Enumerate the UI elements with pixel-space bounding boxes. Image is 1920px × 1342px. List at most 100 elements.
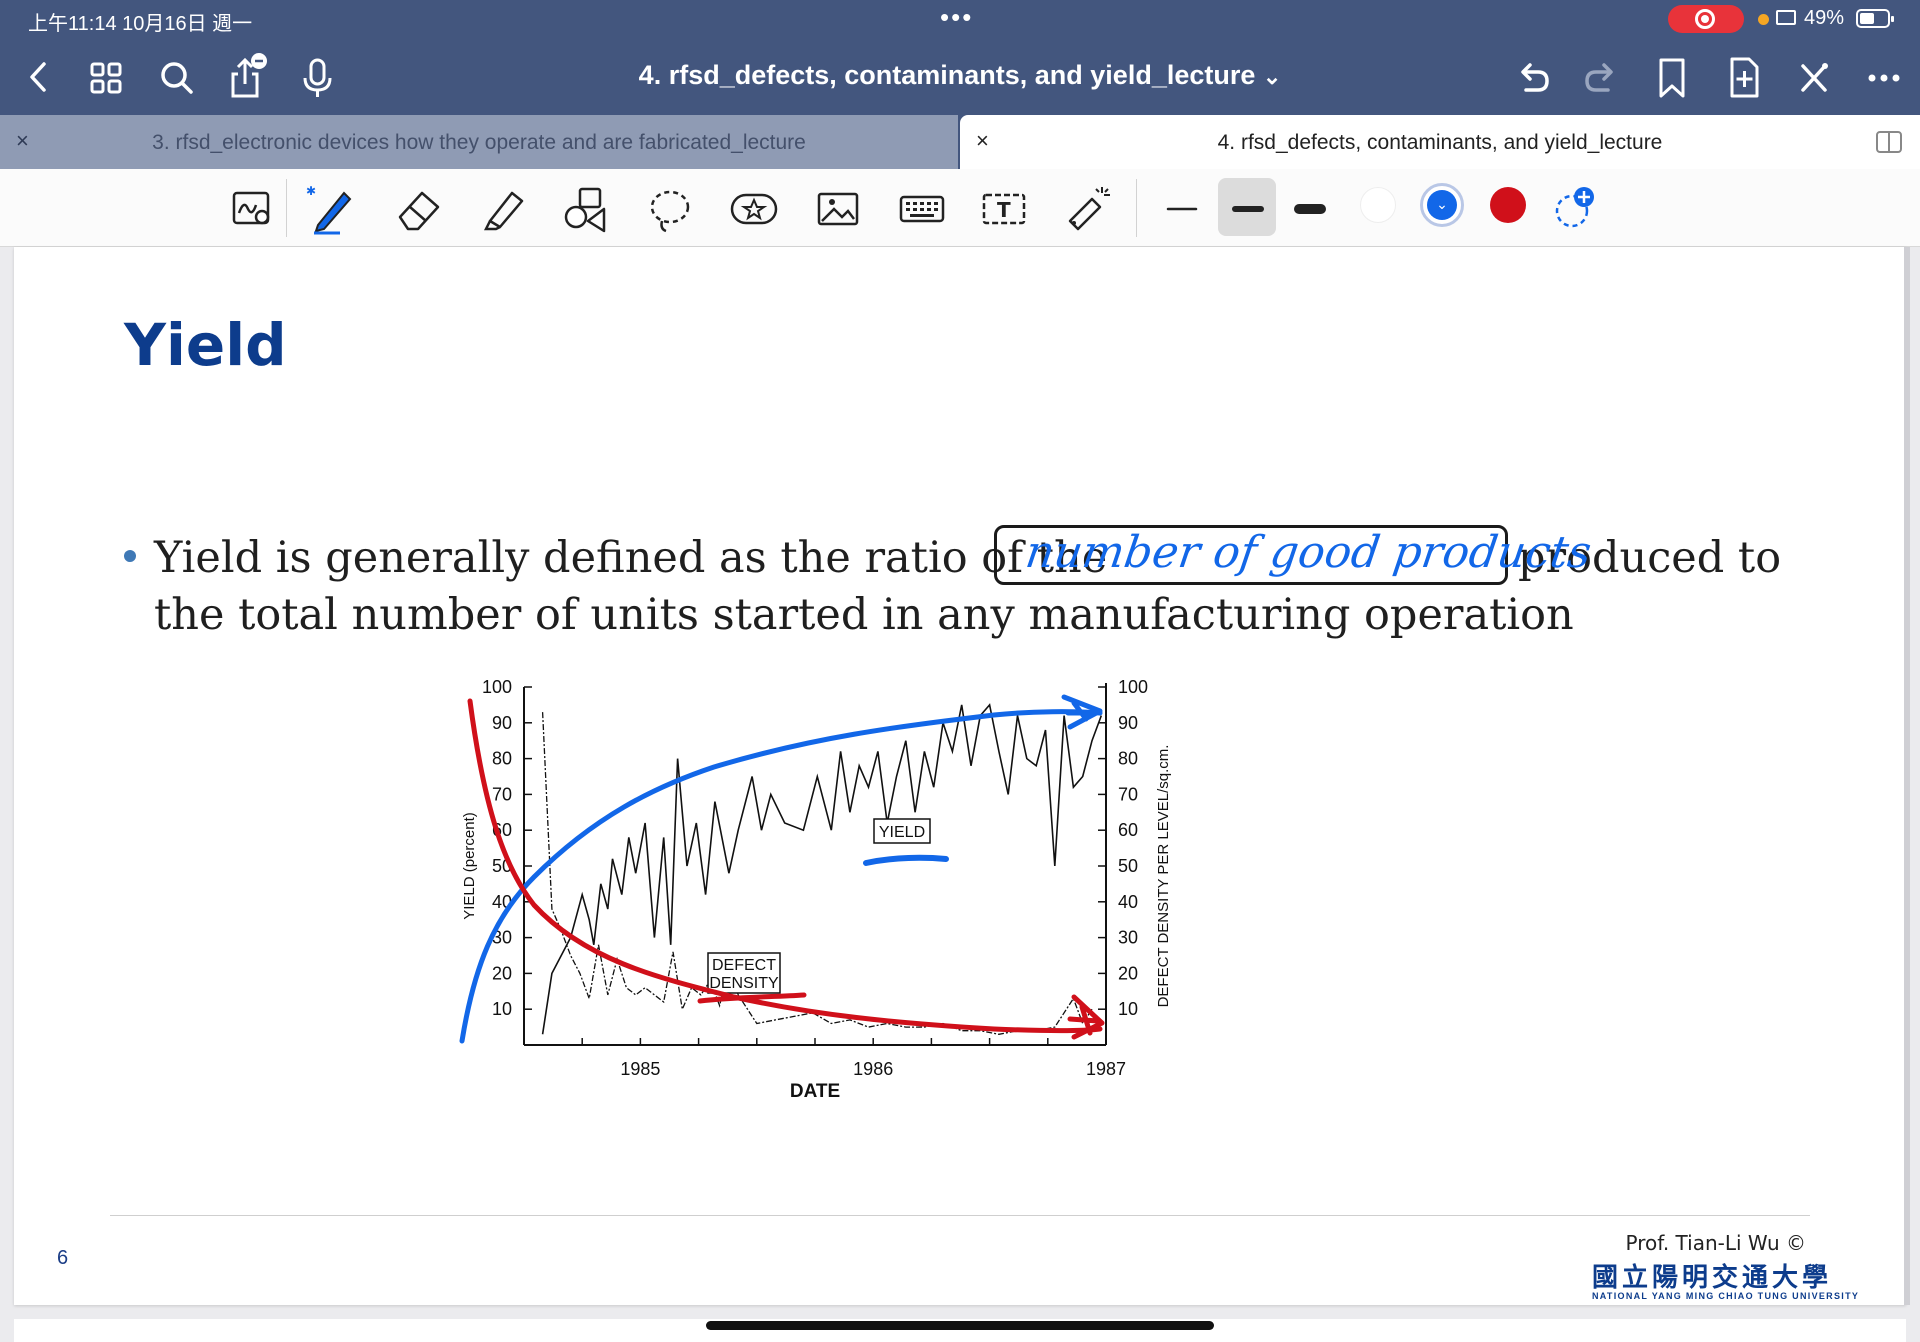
yield-series-line <box>541 703 1103 1035</box>
bullet-text-line2: the total number of units started in any… <box>154 590 1574 640</box>
highlighter-icon[interactable] <box>476 181 532 237</box>
y-axis-label-left: YIELD (percent) <box>461 812 478 920</box>
title-chevron-down-icon[interactable]: ⌄ <box>1262 64 1282 89</box>
microphone-icon[interactable] <box>296 52 340 102</box>
handwritten-annotation[interactable]: number of good products <box>1022 527 1595 578</box>
y-tick-label-right: 100 <box>1118 677 1148 697</box>
home-indicator[interactable] <box>706 1321 1214 1330</box>
screen-mirror-icon <box>1776 10 1796 25</box>
more-options-icon[interactable] <box>1862 52 1906 102</box>
medium-stroke-icon[interactable] <box>1220 181 1276 237</box>
red-ink-arrowhead <box>1067 994 1105 1040</box>
text-box-icon[interactable]: T <box>976 181 1032 237</box>
x-axis-label: DATE <box>790 1081 840 1102</box>
grid-view-icon[interactable] <box>84 52 128 102</box>
y-tick-label-left: 80 <box>492 749 512 769</box>
y-tick-label-left: 100 <box>482 677 512 697</box>
defect-density-label-line2: DENSITY <box>709 975 779 992</box>
y-tick-label-right: 90 <box>1118 713 1138 733</box>
bullet-dot <box>124 550 136 562</box>
vertical-scrollbar[interactable] <box>1904 247 1910 1305</box>
tab-current-document[interactable]: × 4. rfsd_defects, contaminants, and yie… <box>960 115 1920 169</box>
x-tick-label: 1985 <box>620 1059 660 1079</box>
y-tick-label-right: 10 <box>1118 999 1138 1019</box>
screen-record-icon[interactable] <box>1668 5 1744 33</box>
page-number: 6 <box>57 1247 69 1269</box>
back-chevron-icon[interactable] <box>18 52 62 102</box>
y-axis-label-right: DEFECT DENSITY PER LEVEL/sq.cm. <box>1155 745 1172 1008</box>
blue-ink-yield-curve <box>459 709 1103 1044</box>
y-tick-label-left: 10 <box>492 999 512 1019</box>
sticker-icon[interactable] <box>726 181 782 237</box>
share-icon[interactable] <box>224 52 268 102</box>
yield-chart: 10 10 20 20 30 30 40 40 50 50 60 60 70 70 80 80 90 90 100 1… <box>434 667 1454 1102</box>
top-bar: 上午11:14 10月16日 週一 ••• 49% 4. rfsd_defect… <box>0 0 1920 115</box>
shapes-icon[interactable] <box>558 181 614 237</box>
thin-stroke-icon[interactable] <box>1154 181 1210 237</box>
yield-label: YIELD <box>879 824 925 841</box>
defect-density-label-line1: DEFECT <box>712 957 776 974</box>
status-bar: 上午11:14 10月16日 週一 ••• 49% <box>0 0 1920 36</box>
document-tabs: × 3. rfsd_electronic devices how they op… <box>0 115 1920 169</box>
next-pdf-page[interactable] <box>14 1319 1906 1342</box>
y-tick-label-right: 20 <box>1118 963 1138 983</box>
university-logo-en: NATIONAL YANG MING CHIAO TUNG UNIVERSITY <box>1592 1291 1860 1301</box>
redo-icon[interactable] <box>1580 52 1624 102</box>
laser-pointer-icon[interactable] <box>1060 181 1116 237</box>
tab-close-icon[interactable]: × <box>976 128 989 153</box>
tab-previous-document[interactable]: × 3. rfsd_electronic devices how they op… <box>0 115 958 169</box>
annotation-toolbar: ✱ T <box>0 169 1920 247</box>
y-tick-label-right: 40 <box>1118 892 1138 912</box>
tab-close-icon[interactable]: × <box>16 128 29 153</box>
split-view-icon[interactable] <box>1876 131 1902 153</box>
y-tick-label-left: 90 <box>492 713 512 733</box>
status-time: 上午11:14 10月16日 週一 <box>28 13 253 35</box>
eraser-icon[interactable] <box>392 181 448 237</box>
add-color-icon[interactable] <box>1546 181 1602 237</box>
blue-ink-underline <box>863 854 949 866</box>
handwritten-box-annotation[interactable] <box>994 525 1508 585</box>
blue-ink-arrowhead <box>1061 694 1103 730</box>
author-credit: Prof. Tian-Li Wu © <box>1625 1231 1807 1255</box>
y-tick-label-right: 80 <box>1118 749 1138 769</box>
close-edit-icon[interactable] <box>1792 52 1836 102</box>
white-color-swatch[interactable] <box>1360 187 1396 223</box>
x-tick-label: 1987 <box>1086 1059 1126 1079</box>
slide-title: Yield <box>124 311 287 379</box>
yield-label-box <box>873 818 931 844</box>
svg-text:✱: ✱ <box>306 184 316 198</box>
multitask-dots[interactable]: ••• <box>940 2 974 32</box>
tab-label[interactable]: 3. rfsd_electronic devices how they oper… <box>152 131 806 154</box>
bullet-text-line1b: produced to <box>1518 533 1782 583</box>
thick-stroke-icon[interactable] <box>1282 181 1338 237</box>
add-page-icon[interactable] <box>1722 52 1766 102</box>
document-canvas[interactable]: Yield Yield is generally defined as the … <box>0 247 1920 1342</box>
battery-icon <box>1856 9 1894 28</box>
x-tick-label: 1986 <box>853 1059 893 1079</box>
document-title[interactable]: 4. rfsd_defects, contaminants, and yield… <box>638 60 1282 90</box>
search-icon[interactable] <box>154 52 198 102</box>
zoom-lasso-icon[interactable] <box>224 181 280 237</box>
bullet-text-line1a: Yield is generally defined as the ratio … <box>154 533 1108 583</box>
y-tick-label-right: 60 <box>1118 820 1138 840</box>
pen-icon[interactable]: ✱ <box>304 181 360 237</box>
pdf-page[interactable]: Yield Yield is generally defined as the … <box>14 247 1906 1305</box>
keyboard-icon[interactable] <box>894 181 950 237</box>
image-icon[interactable] <box>810 181 866 237</box>
battery-percent: 49% <box>1804 7 1845 29</box>
lasso-icon[interactable] <box>642 181 698 237</box>
y-tick-label-left: 30 <box>492 928 512 948</box>
chevron-down-icon: ⌄ <box>1427 190 1457 220</box>
undo-icon[interactable] <box>1510 52 1554 102</box>
bookmark-icon[interactable] <box>1650 52 1694 102</box>
defect-density-label-box <box>707 952 781 994</box>
blue-color-swatch[interactable]: ⌄ <box>1420 183 1464 227</box>
mic-indicator-icon <box>1758 14 1769 25</box>
y-tick-label-right: 30 <box>1118 928 1138 948</box>
y-tick-label-left: 70 <box>492 784 512 804</box>
red-color-swatch[interactable] <box>1490 187 1526 223</box>
tab-label[interactable]: 4. rfsd_defects, contaminants, and yield… <box>1217 131 1663 154</box>
red-ink-defect-curve <box>467 698 1103 1033</box>
